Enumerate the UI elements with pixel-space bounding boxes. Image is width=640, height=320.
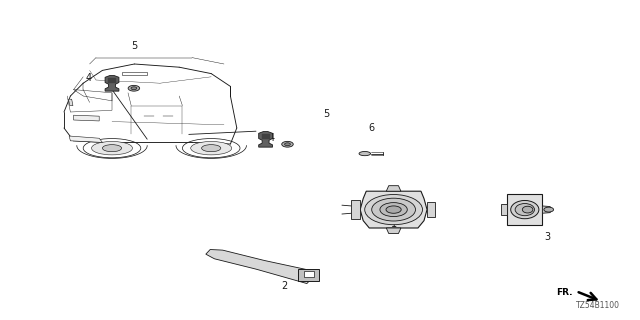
Ellipse shape xyxy=(380,203,407,217)
Circle shape xyxy=(131,87,137,90)
Polygon shape xyxy=(74,115,99,121)
Ellipse shape xyxy=(202,145,221,152)
Text: 5: 5 xyxy=(131,41,138,52)
Polygon shape xyxy=(304,271,314,277)
Ellipse shape xyxy=(102,145,122,152)
Ellipse shape xyxy=(515,204,534,216)
Ellipse shape xyxy=(511,200,539,219)
Text: 3: 3 xyxy=(544,232,550,242)
Polygon shape xyxy=(387,228,401,234)
Polygon shape xyxy=(543,206,551,213)
Text: 5: 5 xyxy=(323,108,330,119)
Text: 6: 6 xyxy=(368,123,374,133)
Ellipse shape xyxy=(365,195,422,225)
Polygon shape xyxy=(298,269,319,281)
Polygon shape xyxy=(262,134,269,140)
Ellipse shape xyxy=(386,206,401,213)
Polygon shape xyxy=(507,194,543,225)
Ellipse shape xyxy=(372,198,415,221)
Ellipse shape xyxy=(522,206,533,213)
Circle shape xyxy=(128,85,140,91)
Text: 4: 4 xyxy=(85,73,92,84)
Polygon shape xyxy=(68,99,73,106)
Polygon shape xyxy=(351,200,360,219)
Text: 4: 4 xyxy=(269,132,275,143)
Polygon shape xyxy=(427,202,435,217)
Ellipse shape xyxy=(92,141,132,155)
Polygon shape xyxy=(69,136,102,142)
Circle shape xyxy=(544,207,554,212)
Polygon shape xyxy=(105,76,119,91)
Text: FR.: FR. xyxy=(556,288,573,297)
Text: TZ54B1100: TZ54B1100 xyxy=(577,301,620,310)
Ellipse shape xyxy=(191,141,232,155)
Polygon shape xyxy=(387,186,401,191)
Ellipse shape xyxy=(359,151,371,156)
Polygon shape xyxy=(360,191,427,228)
Polygon shape xyxy=(259,132,273,147)
Circle shape xyxy=(285,143,291,146)
Text: 1: 1 xyxy=(390,219,397,229)
Polygon shape xyxy=(122,72,147,75)
Circle shape xyxy=(282,141,293,147)
Polygon shape xyxy=(206,250,318,284)
Polygon shape xyxy=(501,204,507,215)
Text: 2: 2 xyxy=(282,281,288,292)
Polygon shape xyxy=(108,78,116,83)
